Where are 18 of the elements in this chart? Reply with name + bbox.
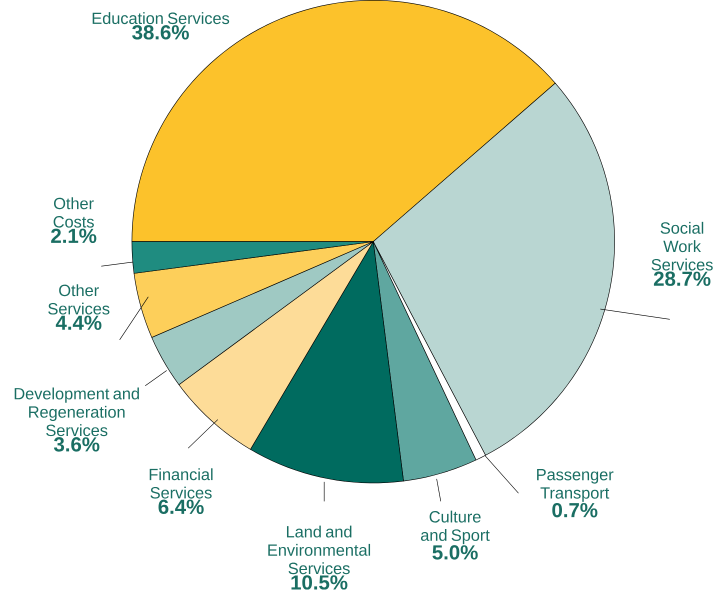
slice-label: Culture and Sport: [420, 510, 490, 544]
data-label: 3.6%: [54, 437, 100, 452]
data-label: 2.1%: [51, 228, 96, 244]
data-label: 0.7%: [552, 503, 598, 518]
slice-label: Development and Regeneration Services: [14, 388, 139, 436]
data-label: 28.7%: [654, 272, 710, 286]
slice-label: Other Costs: [54, 197, 94, 228]
slice-label: Financial Services: [150, 468, 213, 499]
slice-label: Passenger Transport: [537, 469, 614, 502]
slice-label: Land and Environmental Services: [268, 526, 370, 574]
slice-label: Education Services: [92, 12, 230, 24]
slice-label: Social Work Services: [652, 222, 713, 271]
data-label: 38.6%: [132, 25, 189, 40]
data-label: 4.4%: [56, 316, 102, 330]
data-label: 10.5%: [291, 575, 348, 590]
slice-label: Other Services: [48, 284, 110, 315]
data-label: 6.4%: [158, 500, 204, 514]
data-label: 5.0%: [432, 545, 478, 560]
